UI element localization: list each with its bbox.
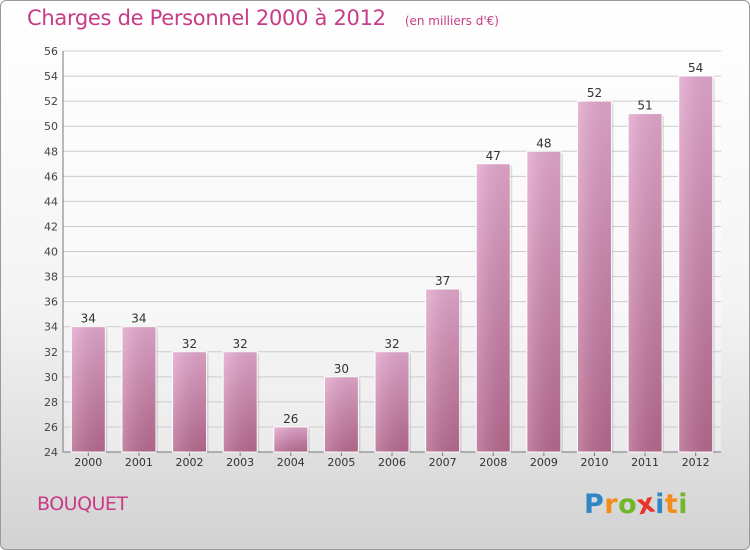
label-layer: 34 2000 34 2001 32 2002 32 2003 26 2004 30 2005 32 20… [74,61,709,469]
x-tick-label: 2010 [580,456,608,469]
brand-logo: Proxiti [584,487,689,521]
data-label: 48 [536,136,551,150]
y-tick-label: 28 [44,396,58,409]
brand-letter: i [678,489,689,520]
bar-highlight [628,113,663,452]
y-tick-label: 30 [44,371,58,384]
y-tick-label: 42 [44,220,58,233]
bar-highlight [223,351,258,452]
data-label: 37 [435,274,450,288]
bar-highlight [324,376,359,452]
chart-title: Charges de Personnel 2000 à 2012 [27,6,386,30]
brand-letter: r [604,489,619,520]
brand-letter: i [655,489,665,520]
data-label: 32 [384,337,399,351]
bar-highlight [678,76,713,452]
x-tick-label: 2002 [176,456,204,469]
y-tick-label: 38 [44,271,58,284]
bar-highlight [172,351,207,452]
x-tick-label: 2005 [327,456,355,469]
town-name: BOUQUET [37,493,128,515]
y-tick-label: 32 [44,346,58,359]
y-tick-label: 24 [44,446,58,459]
bar-highlight [577,101,612,452]
y-tick-label: 26 [44,421,58,434]
y-tick-label: 36 [44,296,58,309]
brand-letter: t [664,489,679,520]
data-label: 54 [688,61,703,75]
axis-layer: 24 26 28 30 32 34 36 38 40 42 44 46 48 50 52 54 56 [44,45,721,459]
y-tick-label: 56 [44,45,58,58]
chart-subtitle: (en milliers d'€) [404,14,499,28]
x-tick-label: 2011 [631,456,659,469]
y-tick-label: 40 [44,246,58,259]
x-tick-label: 2004 [277,456,305,469]
data-label: 30 [334,362,349,376]
title-row: Charges de Personnel 2000 à 2012 (en mil… [27,6,499,30]
data-label: 32 [182,337,197,351]
bar-highlight [375,351,409,452]
bar-highlight [526,151,561,452]
data-label: 26 [283,412,298,426]
y-tick-label: 48 [44,145,58,158]
x-tick-label: 2001 [125,456,153,469]
data-label: 52 [587,86,602,100]
y-tick-label: 50 [44,120,58,133]
brand-letter: o [618,489,638,520]
data-label: 47 [486,149,501,163]
bar-highlight [121,326,156,452]
x-tick-label: 2008 [479,456,507,469]
y-tick-label: 34 [44,321,58,334]
x-tick-label: 2000 [74,456,102,469]
x-tick-label: 2012 [682,456,710,469]
y-tick-label: 52 [44,95,58,108]
data-label: 51 [637,99,652,113]
bar-highlight [71,326,106,452]
y-tick-label: 46 [44,170,58,183]
bar-highlight [476,163,511,452]
y-tick-label: 54 [44,70,58,83]
x-tick-label: 2009 [530,456,558,469]
bar-layer [70,75,715,453]
data-label: 34 [81,312,96,326]
data-label: 34 [131,312,146,326]
x-tick-label: 2006 [378,456,406,469]
y-tick-label: 44 [44,195,58,208]
data-label: 32 [233,337,248,351]
brand-letter: P [584,489,605,520]
x-tick-label: 2007 [429,456,457,469]
bar-highlight [425,289,460,452]
bar-highlight [273,426,308,452]
x-tick-label: 2003 [226,456,254,469]
